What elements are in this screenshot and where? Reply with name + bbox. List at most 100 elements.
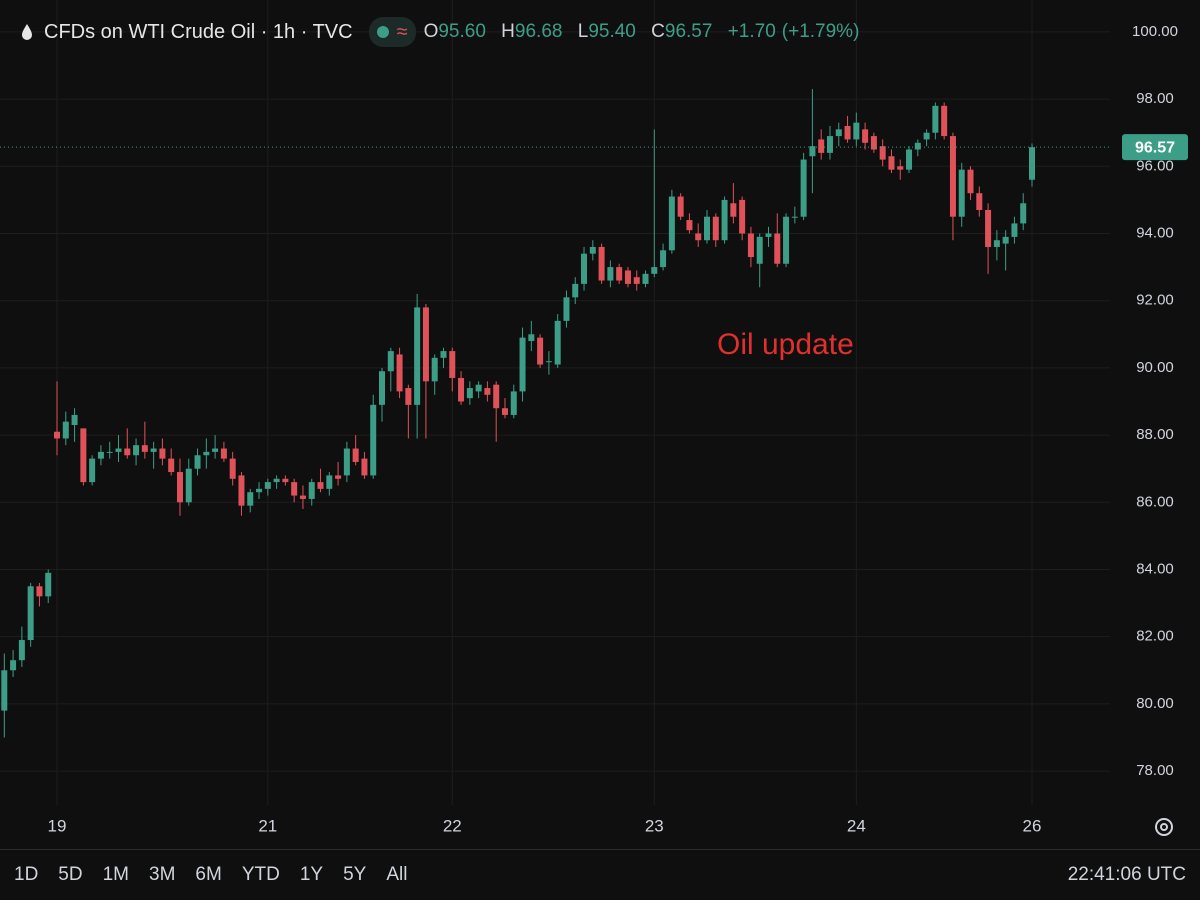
candle-body — [264, 482, 271, 489]
y-tick-label: 82.00 — [1136, 628, 1174, 645]
candle-body — [97, 451, 104, 459]
candle-body — [897, 166, 904, 170]
gear-ring[interactable] — [1155, 818, 1173, 836]
candle-body — [379, 371, 386, 405]
candle-body — [405, 388, 412, 405]
candle-body — [554, 320, 561, 365]
change: +1.70 — [727, 21, 776, 42]
symbol-icon — [22, 24, 32, 40]
range-button[interactable]: 1D — [14, 864, 39, 885]
symbol-title[interactable]: CFDs on WTI Crude Oil · 1h · TVC — [44, 20, 353, 43]
candle-body — [220, 448, 227, 459]
status-wave: ≈ — [396, 20, 408, 43]
y-tick-label: 90.00 — [1136, 359, 1174, 376]
x-tick-label: 21 — [258, 816, 277, 835]
price-tag-label: 96.57 — [1135, 139, 1175, 156]
y-tick-label: 80.00 — [1136, 695, 1174, 712]
range-button[interactable]: 3M — [149, 864, 176, 885]
candle-body — [528, 334, 535, 342]
candle-body — [519, 337, 526, 392]
range-button[interactable]: YTD — [241, 864, 280, 885]
range-button[interactable]: 1M — [102, 864, 129, 885]
candle-body — [299, 495, 306, 499]
candle-body — [642, 273, 649, 284]
settings-icon[interactable] — [1155, 818, 1173, 836]
status-pill[interactable]: ≈ — [368, 17, 416, 47]
candle-body — [985, 209, 992, 247]
range-button[interactable]: 5Y — [343, 864, 367, 885]
candle-body — [791, 216, 798, 218]
candle-body — [545, 361, 552, 363]
candle-body — [598, 246, 605, 281]
range-button[interactable]: 5D — [58, 864, 83, 885]
candle-body — [923, 132, 930, 140]
candle-body — [256, 488, 263, 493]
candles — [0, 89, 1110, 738]
candle-body — [1029, 147, 1036, 180]
ohlc-value: 95.40 — [588, 21, 636, 42]
range-button[interactable]: 1Y — [299, 864, 324, 885]
ohlc-legend: O95.60 H96.68 L95.40 C96.57 +1.70 (+1.79%… — [424, 21, 870, 43]
candle-body — [449, 351, 456, 378]
candle-body — [484, 388, 491, 395]
ohlc-key: L — [577, 21, 589, 42]
ohlc-key: O — [423, 21, 439, 42]
candle-body — [853, 122, 860, 140]
candle-body — [1, 670, 8, 711]
candle-body — [168, 458, 175, 473]
candle-body — [651, 267, 658, 274]
y-tick-label: 98.00 — [1136, 90, 1174, 107]
candle-body — [89, 458, 96, 483]
candle-body — [203, 451, 210, 456]
candle-body — [54, 431, 61, 439]
candle-body — [809, 146, 816, 157]
candle-body — [686, 220, 693, 231]
x-tick-label: 19 — [48, 816, 67, 835]
gear-hub[interactable] — [1160, 823, 1168, 831]
candle-body — [949, 136, 956, 217]
candle-body — [695, 233, 702, 241]
candle-body — [800, 159, 807, 217]
candle-body — [704, 216, 711, 241]
candle-body — [185, 468, 192, 503]
candle-body — [141, 445, 148, 452]
y-tick-label: 88.00 — [1136, 426, 1174, 443]
candle-body — [765, 233, 772, 237]
candle-body — [721, 199, 728, 241]
candle-body — [739, 199, 746, 234]
x-tick-label: 26 — [1023, 816, 1042, 835]
candle-body — [870, 136, 877, 150]
candle-body — [80, 428, 87, 483]
candle-body — [291, 482, 298, 496]
y-tick-label: 96.00 — [1136, 157, 1174, 174]
range-button[interactable]: All — [386, 864, 408, 885]
candle-body — [826, 136, 833, 153]
labels: 78.00 80.00 82.00 84.00 86.00 88.00 90.00 92.00… — [48, 23, 1188, 835]
candle-body — [431, 357, 438, 382]
price-tag — [1122, 134, 1188, 161]
candle-body — [563, 297, 570, 321]
candle-body — [124, 448, 131, 456]
candle-body — [633, 277, 640, 284]
status-dot — [376, 26, 389, 38]
ohlc-value: 95.60 — [438, 21, 486, 42]
candle-body — [537, 337, 544, 365]
candle-body — [212, 448, 219, 452]
candle-body — [774, 233, 781, 264]
candle-body — [352, 448, 359, 462]
candle-body — [133, 445, 140, 456]
candle-body — [45, 572, 52, 597]
candle-body — [229, 458, 236, 479]
candle-body — [238, 475, 245, 506]
candle-body — [818, 139, 825, 153]
candle-body — [396, 354, 403, 392]
x-tick-label: 24 — [847, 816, 866, 835]
candle-body — [879, 146, 886, 160]
candle-body — [273, 478, 280, 483]
range-button[interactable]: 6M — [195, 864, 222, 885]
candle-body — [616, 267, 623, 281]
candle-body — [493, 384, 500, 409]
candle-body — [906, 149, 913, 170]
candle-body — [36, 586, 43, 597]
